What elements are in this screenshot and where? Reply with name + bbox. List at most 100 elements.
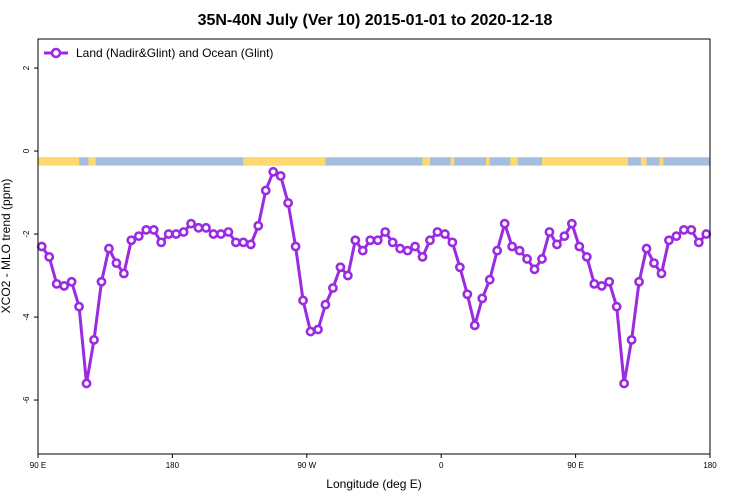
data-point: [693, 237, 704, 248]
surface-band: [38, 157, 710, 166]
data-point: [193, 222, 204, 233]
data-point: [342, 270, 353, 281]
data-point: [89, 334, 99, 345]
data-point: [268, 166, 279, 177]
data-point: [298, 295, 308, 306]
data-point: [365, 235, 376, 246]
data-point: [260, 185, 271, 196]
surface-band-land: [422, 157, 430, 166]
y-tick-label: -6: [22, 396, 31, 404]
data-point: [581, 251, 592, 262]
data-point: [656, 268, 667, 279]
data-point: [178, 227, 189, 237]
data-point: [611, 301, 622, 312]
legend-marker-swatch: [50, 47, 62, 59]
data-point: [454, 262, 465, 273]
data-point: [372, 235, 383, 246]
data-point: [313, 324, 323, 335]
data-point: [514, 245, 525, 256]
y-tick-label: -4: [22, 313, 31, 321]
data-point: [492, 245, 503, 256]
data-point: [537, 254, 547, 264]
x-axis-label: Longitude (deg E): [326, 477, 421, 491]
y-axis-label: XCO2 - MLO trend (ppm): [0, 179, 13, 314]
data-point: [701, 229, 712, 239]
plot-frame: [37, 38, 711, 455]
data-point: [238, 237, 249, 248]
data-point: [484, 274, 495, 285]
data-point: [208, 229, 219, 239]
x-tick-label: 90 W: [297, 461, 316, 470]
y-tick-label: -2: [22, 230, 31, 238]
data-point: [395, 243, 406, 254]
data-point: [387, 237, 398, 248]
data-point: [649, 258, 659, 268]
data-point: [66, 276, 77, 287]
data-point: [230, 237, 241, 248]
data-point: [440, 229, 450, 239]
data-point: [566, 218, 577, 229]
data-point: [552, 239, 562, 250]
data-point: [507, 241, 518, 252]
surface-band-land: [38, 157, 80, 166]
data-point: [104, 243, 114, 254]
data-point: [141, 224, 152, 235]
data-point: [350, 235, 361, 246]
surface-band-land: [640, 157, 647, 166]
data-point: [402, 245, 413, 256]
data-point: [111, 258, 122, 268]
data-point: [432, 227, 443, 237]
surface-band-land: [450, 157, 455, 166]
data-point: [559, 231, 570, 242]
data-point: [51, 278, 62, 289]
data-point: [283, 198, 294, 208]
data-point: [641, 243, 652, 254]
data-point: [290, 241, 301, 252]
data-point: [410, 241, 420, 252]
data-point: [619, 378, 630, 389]
data-point: [133, 231, 144, 242]
data-point: [253, 220, 264, 231]
data-point: [201, 222, 211, 233]
data-point: [357, 245, 368, 256]
data-point: [477, 293, 488, 304]
data-point: [96, 276, 107, 287]
data-point: [522, 254, 532, 264]
data-point: [163, 229, 174, 239]
data-point: [118, 268, 129, 279]
data-point: [499, 218, 510, 229]
data-point: [328, 283, 338, 293]
data-point: [186, 218, 196, 229]
data-point: [148, 224, 159, 235]
data-point: [425, 235, 435, 246]
data-point: [275, 171, 286, 181]
data-point: [126, 235, 137, 246]
data-point: [604, 276, 615, 287]
data-point: [59, 281, 70, 291]
surface-band-ocean: [38, 157, 710, 166]
data-point: [469, 320, 480, 331]
data-point: [678, 224, 689, 235]
x-tick-label: 180: [166, 461, 180, 470]
y-tick-label: 0: [22, 148, 31, 153]
surface-band-land: [243, 157, 326, 166]
data-point: [335, 262, 346, 273]
data-point: [380, 227, 391, 237]
x-tick-label: 90 E: [30, 461, 46, 470]
data-point: [574, 241, 585, 252]
data-point: [462, 289, 473, 300]
legend-label: Land (Nadir&Glint) and Ocean (Glint): [76, 46, 273, 60]
x-tick-label: 180: [703, 461, 717, 470]
x-tick-label: 90 E: [567, 461, 583, 470]
data-point: [589, 278, 600, 289]
series-layer: [36, 166, 712, 389]
data-point: [626, 334, 637, 345]
data-point: [634, 276, 644, 287]
surface-band-land: [486, 157, 490, 166]
data-point: [305, 326, 316, 337]
data-point: [223, 227, 234, 237]
surface-band-land: [88, 157, 96, 166]
data-point: [544, 227, 555, 237]
data-point: [36, 241, 47, 252]
